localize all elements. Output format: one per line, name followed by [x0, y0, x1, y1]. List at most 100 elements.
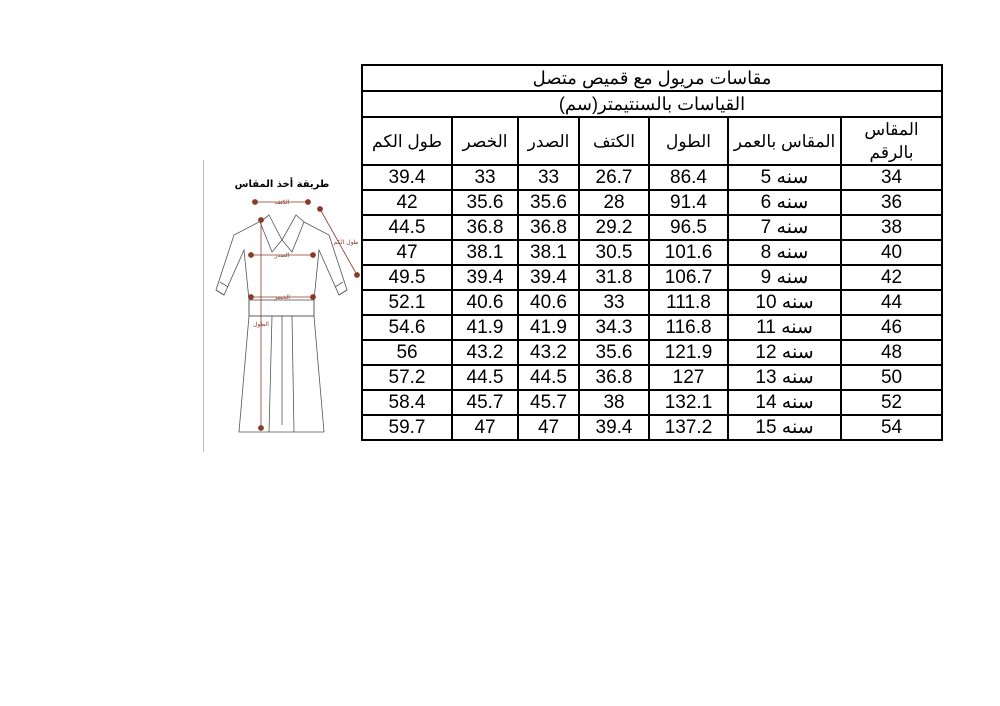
table-cell: 35.6	[517, 189, 581, 216]
table-cell: 127	[648, 364, 730, 391]
table-cell: 54	[840, 414, 944, 441]
table-cell: 41.9	[451, 314, 520, 341]
table-row: 48 سنه 12 121.9 35.6 43.2 43.2 56	[360, 339, 944, 366]
table-row: 40 سنه 8 101.6 30.5 38.1 38.1 47	[360, 239, 944, 266]
column-header: المقاس بالعمر	[727, 116, 843, 166]
table-cell: سنه 12	[727, 339, 843, 366]
size-chart-table: مقاسات مريول مع قميص متصل القياسات بالسن…	[360, 64, 944, 441]
table-cell: 34	[840, 164, 944, 191]
table-cell: 34.3	[578, 314, 651, 341]
table-cell: 86.4	[648, 164, 730, 191]
table-cell: 42	[360, 189, 454, 216]
table-cell: 35.6	[578, 339, 651, 366]
table-cell: 39.4	[517, 264, 581, 291]
table-cell: 39.4	[360, 164, 454, 191]
table-cell: 30.5	[578, 239, 651, 266]
table-cell: سنه 15	[727, 414, 843, 441]
measurement-guide-figure: طريقة أخذ المقاس الكتف طول الكم الصدر ال…	[203, 160, 361, 452]
table-cell: 49.5	[360, 264, 454, 291]
table-cell: 36.8	[578, 364, 651, 391]
table-cell: 38.1	[451, 239, 520, 266]
table-title: مقاسات مريول مع قميص متصل	[360, 64, 944, 92]
label-waist: الخصر	[273, 294, 290, 301]
table-cell: 41.9	[517, 314, 581, 341]
table-row: 42 سنه 9 106.7 31.8 39.4 39.4 49.5	[360, 264, 944, 291]
table-cell: 46	[840, 314, 944, 341]
table-row: 50 سنه 13 127 36.8 44.5 44.5 57.2	[360, 364, 944, 391]
column-header: الكتف	[578, 116, 651, 166]
label-length: الطول	[253, 321, 269, 328]
column-header: الخصر	[451, 116, 520, 166]
table-cell: سنه 11	[727, 314, 843, 341]
table-cell: 33	[517, 164, 581, 191]
label-shoulder: الكتف	[275, 199, 290, 206]
table-cell: 38.1	[517, 239, 581, 266]
table-cell: 36.8	[517, 214, 581, 241]
table-cell: 43.2	[451, 339, 520, 366]
table-cell: 47	[360, 239, 454, 266]
table-cell: سنه 8	[727, 239, 843, 266]
table-cell: 38	[578, 389, 651, 416]
garment-diagram: طريقة أخذ المقاس الكتف طول الكم الصدر ال…	[215, 177, 360, 433]
column-header: الطول	[648, 116, 730, 166]
table-cell: 132.1	[648, 389, 730, 416]
label-chest: الصدر	[274, 252, 290, 259]
table-cell: 116.8	[648, 314, 730, 341]
table-cell: 26.7	[578, 164, 651, 191]
table-cell: 106.7	[648, 264, 730, 291]
table-subtitle: القياسات بالسنتيمتر(سم)	[360, 90, 944, 118]
table-cell: 40.6	[451, 289, 520, 316]
header-row: المقاس بالرقم المقاس بالعمر الطول الكتف الصد…	[360, 116, 944, 166]
table-cell: 101.6	[648, 239, 730, 266]
table-cell: 44.5	[517, 364, 581, 391]
table-row: 44 سنه 10 111.8 33 40.6 40.6 52.1	[360, 289, 944, 316]
table-row: 34 سنه 5 86.4 26.7 33 33 39.4	[360, 164, 944, 191]
table-cell: 44.5	[360, 214, 454, 241]
measurement-markers	[248, 199, 360, 431]
table-cell: 44	[840, 289, 944, 316]
table-cell: 40	[840, 239, 944, 266]
table-cell: 43.2	[517, 339, 581, 366]
table-cell: 36.8	[451, 214, 520, 241]
table-cell: 111.8	[648, 289, 730, 316]
table-cell: 35.6	[451, 189, 520, 216]
figure-title: طريقة أخذ المقاس	[235, 177, 330, 190]
label-sleeve: طول الكم	[334, 239, 359, 246]
table-cell: 42	[840, 264, 944, 291]
table-cell: 31.8	[578, 264, 651, 291]
table-cell: 40.6	[517, 289, 581, 316]
column-header: المقاس بالرقم	[840, 116, 944, 166]
table-cell: 39.4	[578, 414, 651, 441]
table-cell: 59.7	[360, 414, 454, 441]
table-row: 38 سنه 7 96.5 29.2 36.8 36.8 44.5	[360, 214, 944, 241]
table-cell: 29.2	[578, 214, 651, 241]
table-cell: سنه 7	[727, 214, 843, 241]
table-cell: 57.2	[360, 364, 454, 391]
table-cell: سنه 5	[727, 164, 843, 191]
table-cell: 38	[840, 214, 944, 241]
table-cell: 44.5	[451, 364, 520, 391]
table-cell: 33	[451, 164, 520, 191]
table-cell: 52.1	[360, 289, 454, 316]
table-cell: سنه 6	[727, 189, 843, 216]
table-cell: 48	[840, 339, 944, 366]
table-row: 52 سنه 14 132.1 38 45.7 45.7 58.4	[360, 389, 944, 416]
table-cell: 28	[578, 189, 651, 216]
table-cell: 96.5	[648, 214, 730, 241]
table-row: 46 سنه 11 116.8 34.3 41.9 41.9 54.6	[360, 314, 944, 341]
table-cell: 91.4	[648, 189, 730, 216]
table-row: 54 سنه 15 137.2 39.4 47 47 59.7	[360, 414, 944, 441]
column-header: طول الكم	[360, 116, 454, 166]
table-cell: سنه 9	[727, 264, 843, 291]
table-cell: سنه 14	[727, 389, 843, 416]
table-cell: 45.7	[451, 389, 520, 416]
column-header: الصدر	[517, 116, 581, 166]
table-row: 36 سنه 6 91.4 28 35.6 35.6 42	[360, 189, 944, 216]
table-cell: 137.2	[648, 414, 730, 441]
table-cell: سنه 13	[727, 364, 843, 391]
table-cell: 39.4	[451, 264, 520, 291]
table-cell: 50	[840, 364, 944, 391]
table-cell: 47	[451, 414, 520, 441]
table-cell: 36	[840, 189, 944, 216]
table-cell: 45.7	[517, 389, 581, 416]
